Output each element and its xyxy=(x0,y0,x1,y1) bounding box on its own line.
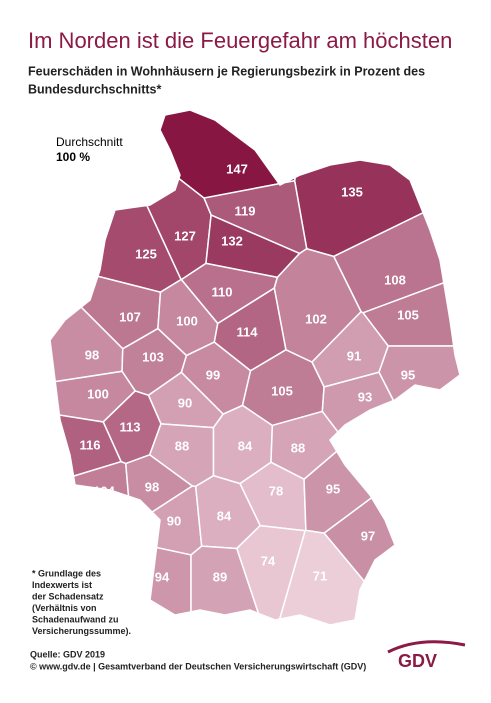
region-value: 116 xyxy=(80,437,101,452)
region-value: 135 xyxy=(341,184,363,199)
region-value: 119 xyxy=(235,203,256,218)
source: © www.gdv.de | Gesamtverband der Deutsch… xyxy=(30,661,366,671)
source: Quelle: GDV 2019 xyxy=(30,649,105,659)
region-value: 104 xyxy=(93,483,115,498)
region-value: 105 xyxy=(397,307,419,322)
map: 147 135 119 127 132 125 108 110 107 100 102 105 114 9… xyxy=(49,109,461,626)
footnote-line: der Schadensatz xyxy=(32,591,104,601)
region-value: 98 xyxy=(145,479,159,494)
region-value: 113 xyxy=(120,419,141,434)
region-value: 99 xyxy=(206,367,220,382)
region-value: 125 xyxy=(135,246,157,261)
footnote-line: Versicherungssumme). xyxy=(32,626,131,636)
region-value: 94 xyxy=(155,569,170,584)
region-value: 105 xyxy=(271,383,293,398)
region-value: 100 xyxy=(87,386,109,401)
region-value: 107 xyxy=(119,309,141,324)
region-value: 90 xyxy=(167,513,181,528)
region-value: 88 xyxy=(175,438,189,453)
logo: GDV xyxy=(398,651,437,671)
region-value: 100 xyxy=(176,313,198,328)
region-value: 147 xyxy=(226,161,248,176)
region-value: 90 xyxy=(178,395,192,410)
region-value: 114 xyxy=(237,324,259,339)
region-value: 74 xyxy=(261,553,276,568)
region-value: 103 xyxy=(142,349,164,364)
region-value: 78 xyxy=(269,483,283,498)
region xyxy=(378,345,461,402)
region-value: 95 xyxy=(326,481,340,496)
region-value: 102 xyxy=(305,311,327,326)
footnote-line: Schadenaufwand zu xyxy=(32,614,119,624)
region-value: 127 xyxy=(174,228,196,243)
legend-label: Durchschnitt xyxy=(56,135,123,149)
region-value: 88 xyxy=(291,440,305,455)
region-value: 95 xyxy=(401,367,415,382)
footnote-line: (Verhältnis von xyxy=(32,603,97,613)
logo-arc xyxy=(387,640,466,654)
region-value: 97 xyxy=(361,528,375,543)
footnote-line: * Grundlage des xyxy=(32,568,101,578)
region-value: 108 xyxy=(384,272,406,287)
region-value: 84 xyxy=(217,508,232,523)
region-value: 91 xyxy=(347,348,361,363)
region-value: 71 xyxy=(313,568,327,583)
region-value: 93 xyxy=(358,389,372,404)
subtitle: Bundesdurchschnitts* xyxy=(28,82,161,96)
region-value: 110 xyxy=(212,284,233,299)
region-value: 84 xyxy=(238,438,253,453)
subtitle: Feuerschäden in Wohnhäusern je Regierung… xyxy=(28,64,425,78)
footnote-line: Indexwerts ist xyxy=(32,580,92,590)
region xyxy=(278,529,366,626)
title: Im Norden ist die Feuergefahr am höchste… xyxy=(28,28,452,53)
legend-value: 100 % xyxy=(56,150,90,164)
region-value: 89 xyxy=(213,569,227,584)
region-value: 98 xyxy=(85,347,99,362)
region-value: 132 xyxy=(221,233,243,248)
